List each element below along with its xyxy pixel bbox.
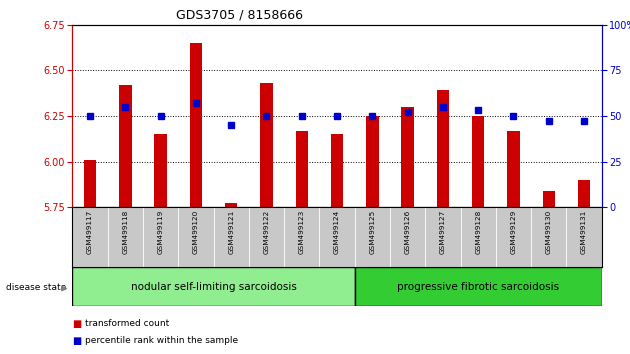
Text: transformed count: transformed count: [85, 319, 169, 329]
Text: GSM499122: GSM499122: [263, 210, 270, 254]
Bar: [260, 83, 273, 207]
Text: GSM499130: GSM499130: [546, 210, 552, 254]
Text: nodular self-limiting sarcoidosis: nodular self-limiting sarcoidosis: [130, 282, 297, 292]
Bar: [119, 85, 132, 207]
Bar: [401, 107, 414, 207]
Bar: [154, 134, 167, 207]
Text: ■: ■: [72, 319, 82, 329]
Text: GSM499127: GSM499127: [440, 210, 446, 254]
Text: GSM499120: GSM499120: [193, 210, 199, 254]
Bar: [355, 267, 602, 306]
Bar: [225, 204, 238, 207]
Bar: [331, 134, 343, 207]
Bar: [84, 160, 96, 207]
Text: GSM499131: GSM499131: [581, 210, 587, 254]
Text: GSM499121: GSM499121: [228, 210, 234, 254]
Text: GSM499119: GSM499119: [158, 210, 164, 254]
Bar: [72, 267, 355, 306]
Text: GSM499123: GSM499123: [299, 210, 305, 254]
Text: GSM499125: GSM499125: [369, 210, 375, 254]
Text: GSM499117: GSM499117: [87, 210, 93, 254]
Text: GSM499124: GSM499124: [334, 210, 340, 254]
Text: GSM499128: GSM499128: [475, 210, 481, 254]
Text: progressive fibrotic sarcoidosis: progressive fibrotic sarcoidosis: [397, 282, 559, 292]
Bar: [366, 116, 379, 207]
Bar: [472, 116, 484, 207]
Bar: [542, 191, 555, 207]
Bar: [295, 131, 308, 207]
Text: GDS3705 / 8158666: GDS3705 / 8158666: [176, 9, 303, 22]
Bar: [507, 131, 520, 207]
Text: GSM499129: GSM499129: [510, 210, 517, 254]
Bar: [190, 43, 202, 207]
Text: percentile rank within the sample: percentile rank within the sample: [85, 336, 238, 345]
Text: GSM499126: GSM499126: [404, 210, 411, 254]
Text: ■: ■: [72, 336, 82, 346]
Bar: [578, 180, 590, 207]
Text: disease state: disease state: [6, 283, 67, 292]
Text: GSM499118: GSM499118: [122, 210, 129, 254]
Bar: [437, 90, 449, 207]
